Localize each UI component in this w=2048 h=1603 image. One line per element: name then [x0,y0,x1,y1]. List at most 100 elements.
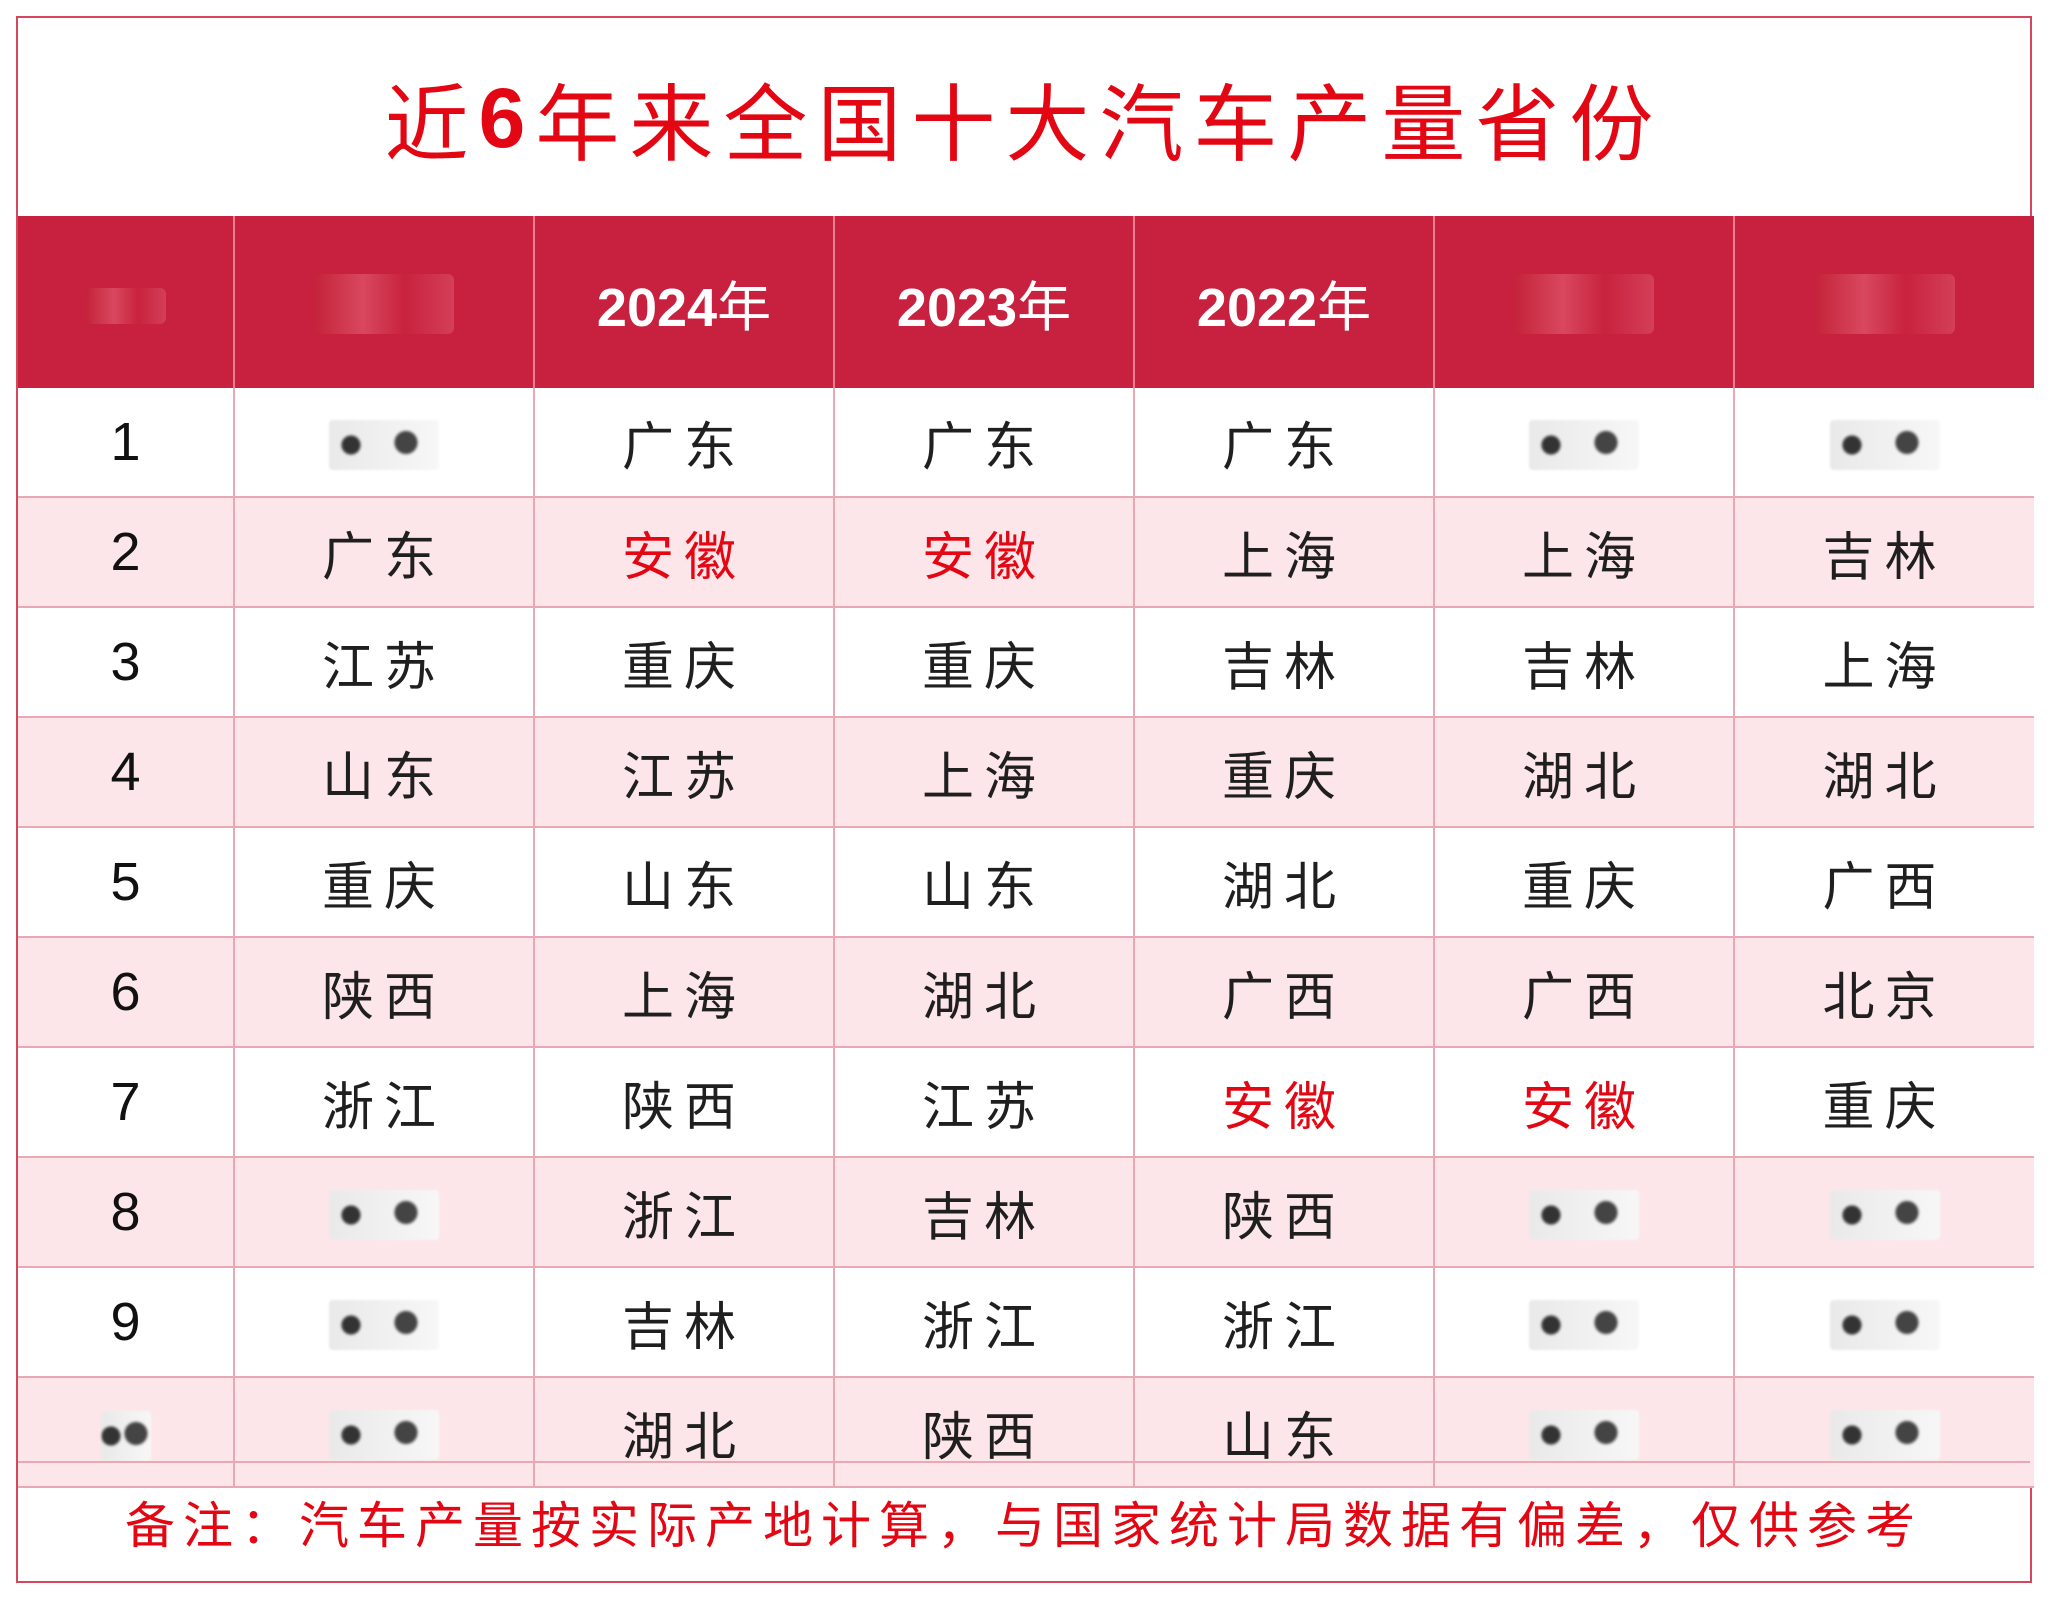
header-year-2022: 2022 [1196,277,1318,338]
province-cell: 吉林 [534,1267,835,1378]
province-cell-highlight: 安徽 [534,497,835,608]
province-cell: 吉林 [1734,497,2034,608]
header-year-unit: 年 [1017,275,1072,339]
title-number: 6 [478,70,536,165]
province-cell: 浙江 [234,1047,535,1158]
header-rank-blurred [18,216,235,388]
province-cell: 湖北 [1134,827,1435,938]
rank-cell: 6 [18,937,235,1048]
table-row: 湖北 陕西 山东 [18,1377,2034,1488]
blurred-cell [1434,1157,1735,1268]
rank-cell-blurred [18,1377,235,1488]
pixelated-text [1829,420,1940,470]
title-prefix: 近 [384,75,479,174]
province-cell: 湖北 [1734,717,2034,828]
province-cell: 浙江 [534,1157,835,1268]
header-row: 2024年 2023年 2022年 [18,216,2034,388]
province-cell: 重庆 [534,607,835,718]
province-cell: 吉林 [834,1157,1135,1268]
blurred-cell [1434,1267,1735,1378]
province-cell: 上海 [534,937,835,1048]
rank-cell: 2 [18,497,235,608]
pixelated-text [329,1190,439,1240]
pixelated-text [1829,1410,1940,1460]
province-cell: 湖北 [1434,717,1735,828]
blurred-cell [1434,388,1735,498]
province-cell: 广东 [834,388,1135,498]
rank-cell: 1 [18,388,235,498]
pixelated-text [1829,1190,1940,1240]
pixelated-text [329,1410,439,1460]
province-cell: 湖北 [534,1377,835,1488]
header-year-unit: 年 [717,275,772,339]
province-cell: 吉林 [1434,607,1735,718]
rank-cell: 9 [18,1267,235,1378]
pixelated-text [1529,1410,1639,1460]
province-cell: 湖北 [834,937,1135,1048]
header-2022: 2022年 [1134,216,1435,388]
province-cell: 浙江 [1134,1267,1435,1378]
province-cell: 重庆 [1134,717,1435,828]
footer-note: 备注：汽车产量按实际产地计算，与国家统计局数据有偏差，仅供参考 [18,1461,2030,1581]
blurred-cell [234,1267,535,1378]
header-2023: 2023年 [834,216,1135,388]
table-row: 6 陕西 上海 湖北 广西 广西 北京 [18,937,2034,1048]
province-cell: 重庆 [1434,827,1735,938]
blurred-label [314,274,454,335]
province-cell: 山东 [534,827,835,938]
pixelated-text [329,1300,439,1350]
province-cell-highlight: 安徽 [1134,1047,1435,1158]
province-cell: 重庆 [234,827,535,938]
rank-cell: 4 [18,717,235,828]
header-year-2023: 2023 [896,277,1018,338]
blurred-cell [1734,1267,2034,1378]
header-2024: 2024年 [534,216,835,388]
pixelated-text [100,1410,151,1461]
pixelated-text [1829,1300,1940,1350]
pixelated-text [1529,420,1639,470]
pixelated-text [1529,1190,1639,1240]
province-cell: 广东 [234,497,535,608]
blurred-cell [1734,388,2034,498]
header-2020-blurred [1734,216,2034,388]
province-cell: 陕西 [834,1377,1135,1488]
table-row: 8 浙江 吉林 陕西 [18,1157,2034,1268]
province-cell: 广东 [1134,388,1435,498]
table-row: 4 山东 江苏 上海 重庆 湖北 湖北 [18,717,2034,828]
province-cell: 浙江 [834,1267,1135,1378]
table-row: 5 重庆 山东 山东 湖北 重庆 广西 [18,827,2034,938]
province-cell: 江苏 [534,717,835,828]
province-cell: 陕西 [534,1047,835,1158]
province-cell: 北京 [1734,937,2034,1048]
blurred-label [1514,274,1654,335]
province-cell: 江苏 [834,1047,1135,1158]
table-frame: 近 6 年来全国十大汽车产量省份 2024年 2023年 2022年 1 广东 广东 [16,16,2034,1583]
table-row: 7 浙江 陕西 江苏 安徽 安徽 重庆 [18,1047,2034,1158]
table-row: 9 吉林 浙江 浙江 [18,1267,2034,1378]
province-cell: 陕西 [234,937,535,1048]
table-row: 1 广东 广东 广东 [18,388,2034,498]
header-year-2024: 2024 [596,277,718,338]
header-2021-blurred [1434,216,1735,388]
province-cell: 广西 [1134,937,1435,1048]
header-2025-blurred [234,216,535,388]
province-cell: 广西 [1434,937,1735,1048]
province-cell: 重庆 [834,607,1135,718]
blurred-cell [234,388,535,498]
blurred-cell [1734,1157,2034,1268]
blurred-label [1814,274,1955,335]
blurred-cell [1734,1377,2034,1488]
province-cell: 上海 [1734,607,2034,718]
province-cell: 广东 [534,388,835,498]
pixelated-text [329,420,439,470]
province-cell: 广西 [1734,827,2034,938]
table-row: 2 广东 安徽 安徽 上海 上海 吉林 [18,497,2034,608]
title-suffix: 年来全国十大汽车产量省份 [535,75,1664,174]
province-cell: 山东 [234,717,535,828]
province-cell: 上海 [834,717,1135,828]
blurred-cell [1434,1377,1735,1488]
rank-cell: 3 [18,607,235,718]
province-cell: 山东 [1134,1377,1435,1488]
province-cell: 陕西 [1134,1157,1435,1268]
province-cell: 上海 [1134,497,1435,608]
